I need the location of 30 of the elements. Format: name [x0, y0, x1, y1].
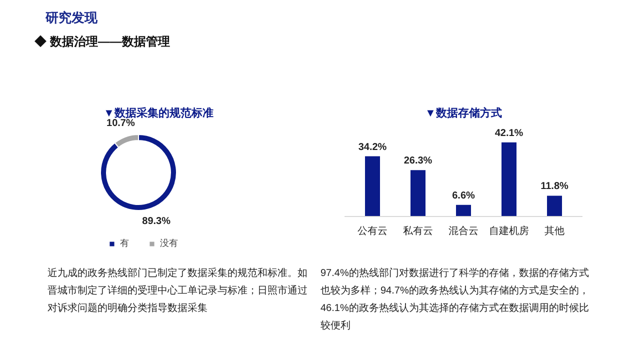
legend-label: 有: [120, 237, 130, 250]
data-label: 42.1%: [494, 128, 524, 139]
x-tick-label: 自建机房: [489, 225, 529, 237]
text: 对诉求问题的明确分类指导数据采集: [48, 302, 208, 314]
data-label: 6.6%: [452, 190, 476, 202]
text: 97.4%的热线部门对数据进行了科学的存储，数据的存储方式: [320, 267, 589, 279]
x-tick-label: 其他: [544, 225, 564, 237]
data-label: 10.7%: [106, 118, 135, 129]
data-label: 11.8%: [540, 181, 569, 192]
chart-title: ▼数据采集的规范标准: [104, 106, 214, 120]
chart-title: ▼数据存储方式: [425, 106, 502, 120]
text: 近九成的政务热线部门已制定了数据采集的规范和标准。如: [48, 267, 308, 279]
x-tick-label: 混合云: [448, 225, 478, 237]
bar: [502, 142, 516, 216]
data-label: 34.2%: [358, 142, 387, 153]
text: 也较为多样；94.7%的政务热线认为其存储的方式是安全的，: [320, 284, 589, 296]
bar: [456, 204, 471, 216]
text: 较便利: [320, 320, 350, 332]
bar: [365, 156, 380, 216]
bar: [547, 196, 562, 216]
x-tick-label: 公有云: [358, 225, 388, 237]
legend-label: 没有: [160, 237, 179, 250]
x-tick-label: 私有云: [403, 225, 433, 237]
text: 晋城市制定了详细的受理中心工单记录与标准；日照市通过: [48, 284, 308, 296]
data-label: 89.3%: [142, 216, 171, 228]
text: 研究发现: [44, 10, 98, 25]
bar: [410, 170, 426, 216]
text: 46.1%的政务热线认为其选择的存储方式在数据调用的时候比: [320, 302, 589, 314]
text: ◆ 数据治理——数据管理: [34, 34, 170, 48]
data-label: 26.3%: [404, 156, 432, 167]
